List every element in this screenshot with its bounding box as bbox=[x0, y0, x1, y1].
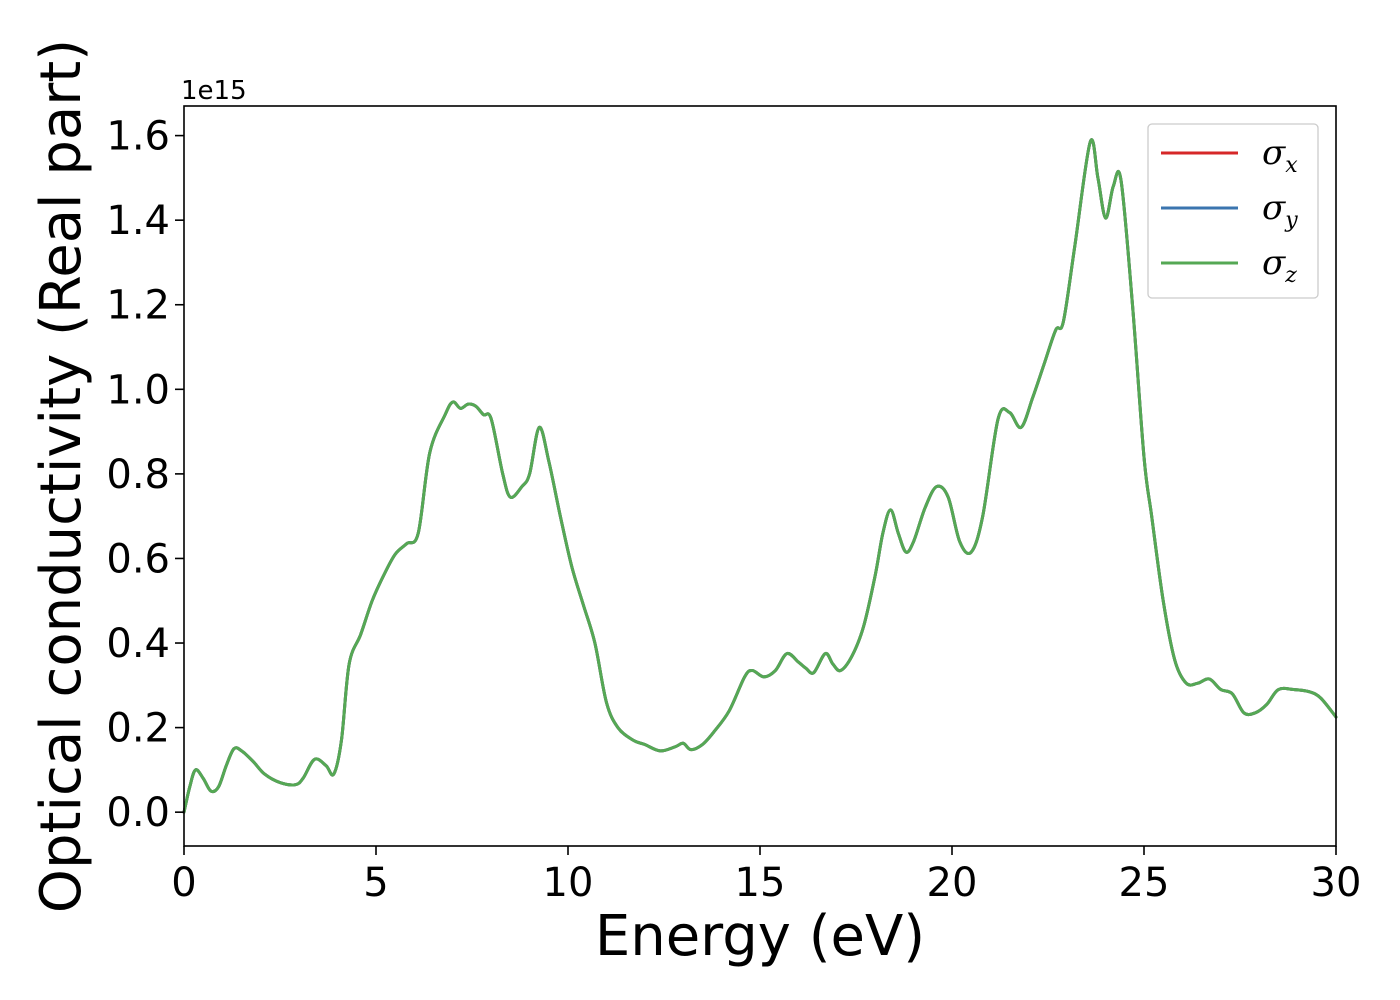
x-tick-label: 25 bbox=[1119, 860, 1170, 906]
y-tick-label: 0.0 bbox=[106, 790, 170, 836]
y-tick-label: 1.0 bbox=[106, 367, 170, 413]
y-tick-label: 1.2 bbox=[106, 283, 170, 329]
x-tick-label: 15 bbox=[735, 860, 786, 906]
series-line-z bbox=[182, 138, 1338, 814]
legend-label-x: σx bbox=[1262, 133, 1298, 178]
x-axis-label: Energy (eV) bbox=[595, 904, 925, 969]
x-axis-ticks: 0 5 10 15 20 25 30 bbox=[171, 846, 1361, 906]
y-axis-label: Optical conductivity (Real part) bbox=[29, 39, 94, 913]
y-tick-label: 0.8 bbox=[106, 452, 170, 498]
legend-box bbox=[1147, 123, 1319, 299]
y-tick-label: 0.2 bbox=[106, 706, 170, 752]
y-tick-label: 1.6 bbox=[106, 114, 170, 160]
y-offset-text: 1e15 bbox=[181, 76, 247, 106]
y-tick-label: 0.6 bbox=[106, 536, 170, 582]
x-tick-label: 20 bbox=[927, 860, 978, 906]
x-tick-label: 5 bbox=[363, 860, 388, 906]
plot-lines bbox=[182, 138, 1338, 814]
x-tick-label: 30 bbox=[1311, 860, 1362, 906]
x-tick-label: 0 bbox=[171, 860, 196, 906]
y-axis-ticks: 0.0 0.2 0.4 0.6 0.8 1.0 1.2 1.4 1.6 bbox=[106, 114, 184, 836]
x-tick-label: 10 bbox=[543, 860, 594, 906]
y-tick-label: 0.4 bbox=[106, 621, 170, 667]
y-tick-label: 1.4 bbox=[106, 198, 170, 244]
